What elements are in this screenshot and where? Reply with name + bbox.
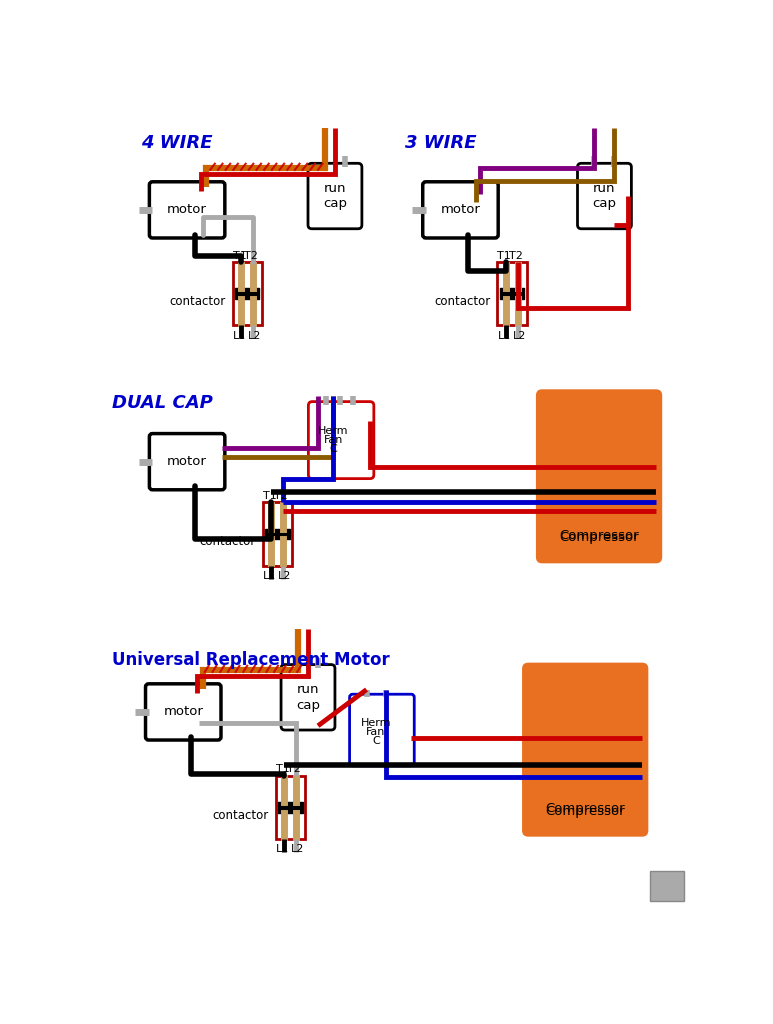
Text: L1: L1 [276, 845, 289, 854]
Bar [276, 776, 305, 839]
Text: T2: T2 [274, 490, 288, 501]
Text: T1: T1 [276, 764, 289, 774]
Text: C: C [329, 444, 337, 455]
Text: Herm: Herm [318, 426, 349, 436]
Text: cap: cap [592, 198, 616, 210]
Text: cap: cap [296, 698, 320, 712]
FancyBboxPatch shape [149, 433, 225, 489]
Text: T1: T1 [498, 251, 511, 261]
FancyBboxPatch shape [423, 182, 498, 238]
Text: Fan: Fan [324, 435, 343, 445]
Text: motor: motor [163, 706, 203, 719]
Text: run: run [297, 683, 319, 696]
Text: motor: motor [441, 204, 480, 216]
Text: Herm: Herm [360, 718, 391, 728]
Text: L2: L2 [248, 331, 261, 341]
FancyBboxPatch shape [536, 389, 662, 563]
Text: motor: motor [167, 204, 207, 216]
Text: L2: L2 [278, 571, 291, 581]
Text: Compressor: Compressor [559, 529, 638, 542]
Bar [233, 262, 262, 326]
Text: cap: cap [323, 198, 347, 210]
Text: motor: motor [167, 456, 207, 468]
Text: run: run [593, 182, 616, 195]
Text: L2: L2 [291, 845, 305, 854]
Text: L1: L1 [233, 331, 246, 341]
Bar [263, 503, 292, 565]
Text: Compressor: Compressor [559, 531, 638, 545]
Text: L1: L1 [263, 571, 276, 581]
FancyBboxPatch shape [308, 163, 362, 228]
FancyBboxPatch shape [149, 182, 225, 238]
Text: contactor: contactor [169, 295, 226, 308]
FancyBboxPatch shape [577, 163, 632, 228]
Text: Compressor: Compressor [546, 803, 625, 815]
FancyBboxPatch shape [650, 871, 684, 901]
Text: 4 WIRE: 4 WIRE [141, 134, 213, 152]
Text: L2: L2 [513, 331, 526, 341]
Text: T2: T2 [244, 251, 258, 261]
Text: T1: T1 [233, 251, 247, 261]
Text: C: C [372, 736, 380, 746]
Text: Compressor: Compressor [546, 805, 625, 818]
Text: T1: T1 [263, 490, 277, 501]
Text: T2: T2 [509, 251, 523, 261]
Text: 3 WIRE: 3 WIRE [405, 134, 476, 152]
Bar [497, 262, 526, 326]
Text: contactor: contactor [434, 295, 491, 308]
FancyBboxPatch shape [308, 401, 374, 478]
Text: Universal Replacement Motor: Universal Replacement Motor [112, 651, 390, 669]
Text: L1: L1 [498, 331, 511, 341]
Text: run: run [324, 182, 346, 195]
Text: contactor: contactor [213, 809, 269, 821]
FancyBboxPatch shape [281, 665, 335, 730]
FancyBboxPatch shape [522, 663, 649, 837]
Text: Fan: Fan [366, 727, 386, 737]
Text: contactor: contactor [199, 536, 256, 548]
Text: T2: T2 [288, 764, 301, 774]
FancyBboxPatch shape [349, 694, 414, 766]
FancyBboxPatch shape [145, 684, 221, 740]
Text: DUAL CAP: DUAL CAP [112, 394, 213, 412]
